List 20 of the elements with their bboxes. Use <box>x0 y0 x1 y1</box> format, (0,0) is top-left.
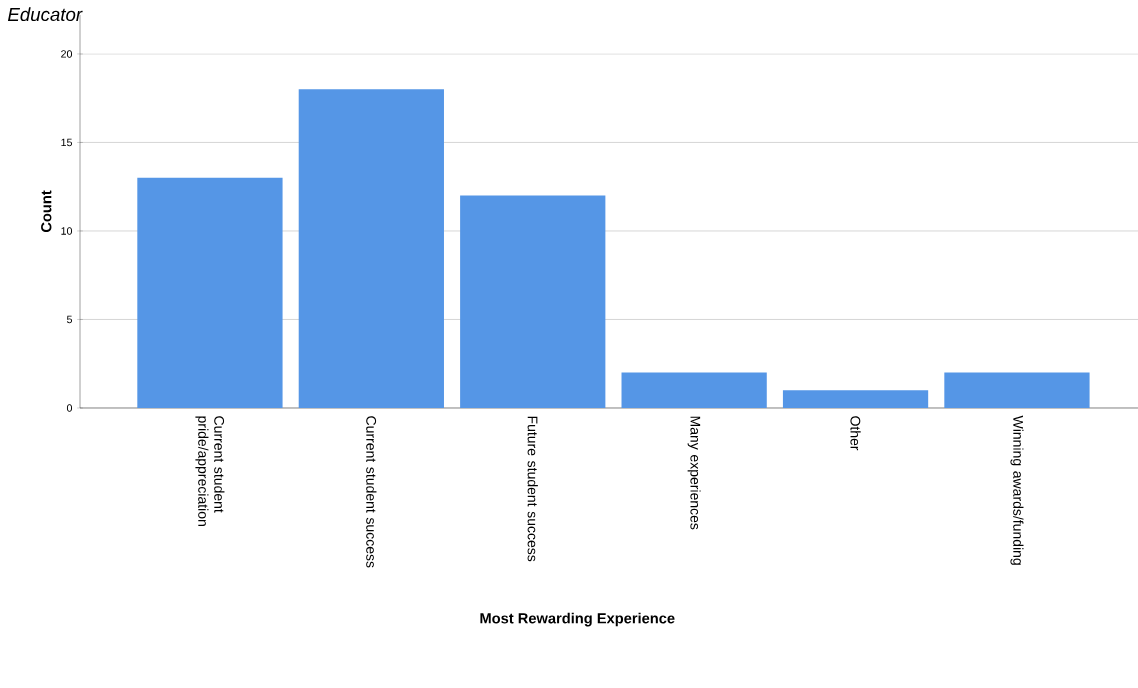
bar <box>298 89 444 408</box>
bar <box>621 372 767 408</box>
bar <box>460 195 606 408</box>
bar <box>944 372 1090 408</box>
x-tick-label: Current student success <box>366 416 377 568</box>
bar <box>782 390 929 408</box>
x-tick-label: Current student pride/appreciation <box>195 416 225 526</box>
x-tick-label: Future student success <box>527 416 538 562</box>
y-tick-label: 20 <box>61 50 73 58</box>
y-tick-label: 0 <box>66 404 73 412</box>
y-tick-label: 10 <box>61 227 73 235</box>
y-axis-title: Count <box>41 190 52 233</box>
x-tick-label: Other <box>850 416 861 451</box>
bar <box>137 177 283 408</box>
x-tick-label: Many experiences <box>687 416 701 530</box>
y-tick-label: 5 <box>66 315 72 324</box>
x-axis-title: Most Rewarding Experience <box>480 612 675 627</box>
y-tick-label: 15 <box>61 138 72 147</box>
x-tick-label: Winning awards/funding <box>1010 415 1024 565</box>
chart-title: Educator <box>7 7 83 22</box>
